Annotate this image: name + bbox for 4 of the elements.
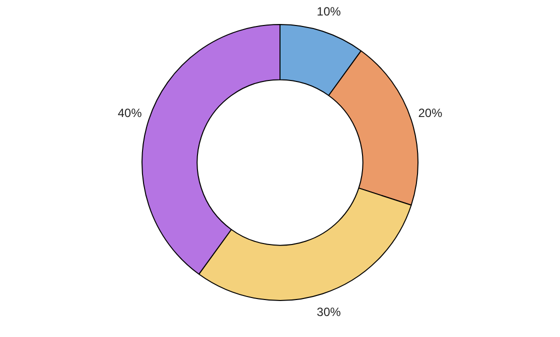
data-label: 20% <box>418 106 443 120</box>
data-label: 40% <box>118 106 142 120</box>
data-label: 10% <box>316 4 342 19</box>
data-label: 30% <box>316 305 342 320</box>
